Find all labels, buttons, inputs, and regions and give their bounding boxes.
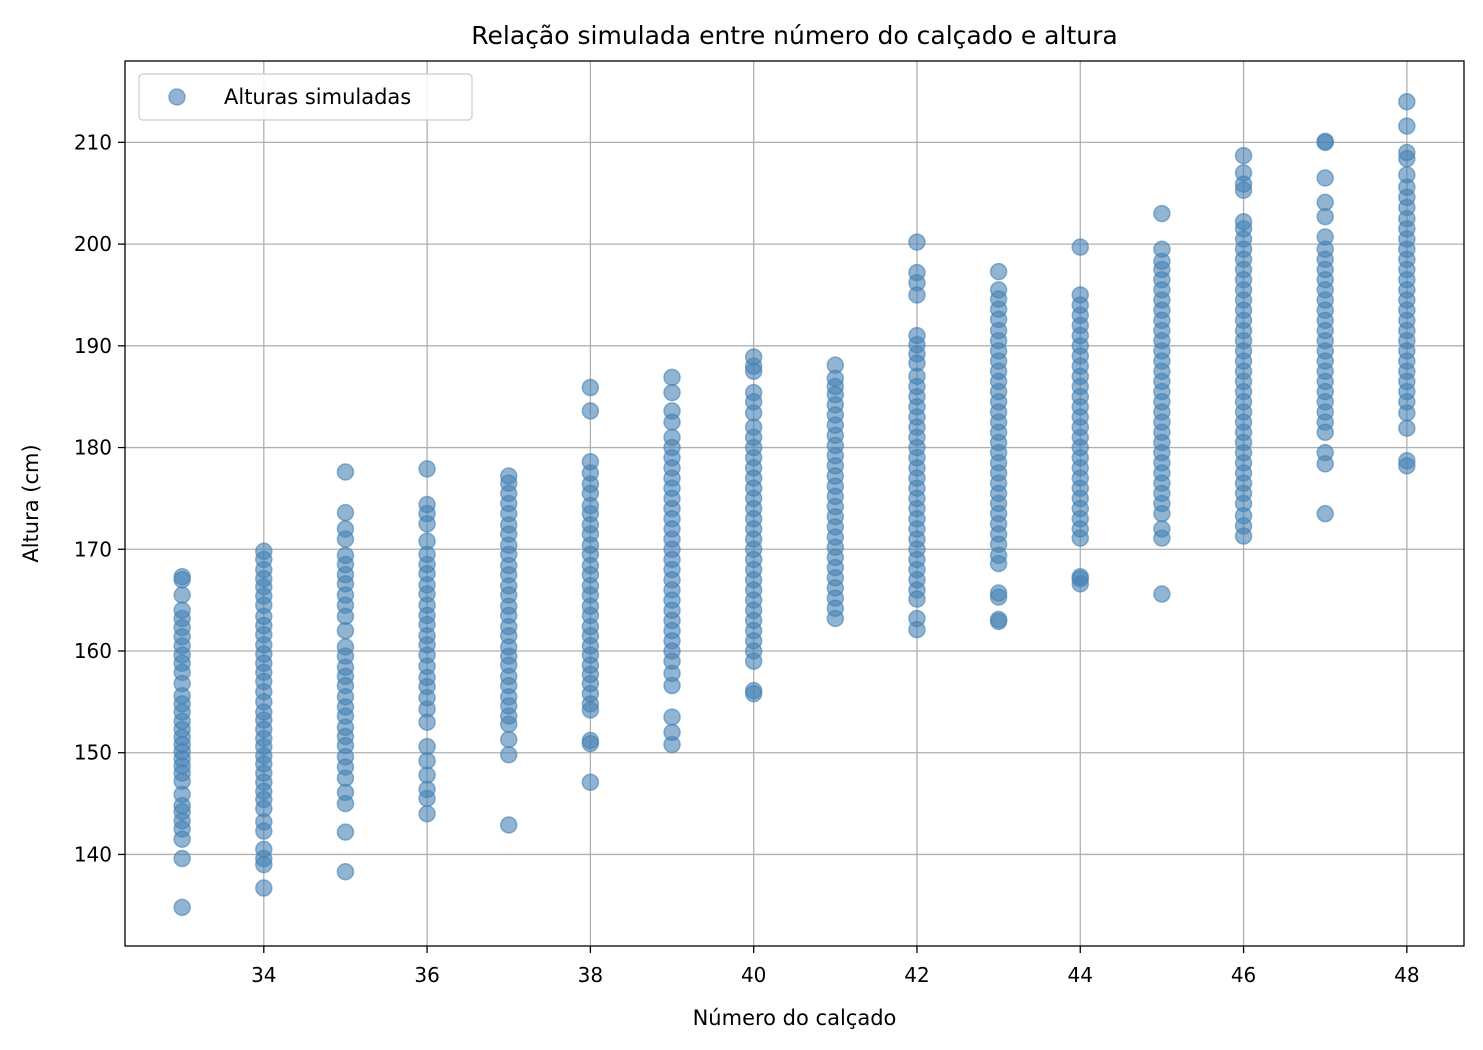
data-point [336,546,355,565]
data-point [744,681,763,700]
y-axis-title: Altura (cm) [19,444,43,562]
data-point [1398,143,1416,162]
data-point [989,281,1008,299]
data-point [1234,212,1253,231]
x-axis-title: Número do calçado [693,1006,897,1030]
data-point [663,368,681,387]
data-point [173,898,191,917]
data-point [255,542,273,561]
data-point [173,567,191,586]
data-point [1398,452,1416,470]
data-point [581,773,600,791]
data-point [1234,146,1253,165]
data-point [336,463,355,481]
x-tick-label: 36 [414,963,439,987]
data-point [663,708,681,726]
plot-frame [124,60,1465,947]
data-point [1153,520,1171,538]
data-point [826,356,845,374]
data-point [1071,286,1090,304]
data-point [499,467,518,485]
data-point [173,601,191,620]
data-point [989,262,1008,281]
data-point [1316,443,1334,462]
data-point [581,402,600,420]
data-point [663,428,681,447]
y-tick-label: 170 [74,537,112,561]
data-point [499,816,518,834]
legend-marker [168,88,186,106]
data-point [418,805,436,823]
data-point [1398,419,1416,437]
data-point [581,378,600,397]
data-point [499,730,518,749]
data-point [1316,132,1334,151]
legend-label: Alturas simuladas [224,85,411,109]
legend: Alturas simuladas [138,73,473,121]
data-point [1316,504,1334,523]
data-point [336,520,355,538]
x-tick-label: 42 [904,963,929,987]
legend-box [138,73,473,121]
data-point [908,609,926,628]
data-point [255,879,273,897]
data-point [336,823,355,841]
data-point [499,746,518,764]
data-point [255,840,273,859]
x-tick-label: 38 [578,963,603,987]
data-point [1398,117,1416,135]
x-axis-ticks: 34 36 38 40 42 44 46 48 [251,946,1420,987]
data-point [1153,204,1171,223]
data-point [908,263,926,282]
data-point [418,460,436,478]
data-point [989,610,1008,629]
data-point [1153,240,1171,258]
data-point [581,453,600,471]
data-point [744,383,763,402]
data-points [173,92,1416,917]
data-point [1071,238,1090,256]
data-point [663,383,681,402]
data-point [1398,92,1416,111]
y-tick-label: 180 [74,436,112,460]
data-point [1316,228,1334,246]
y-axis-ticks: 140 150 160 170 180 190 200 210 [74,130,125,866]
data-point [1398,166,1416,184]
data-point [173,586,191,604]
x-tick-label: 40 [741,963,766,987]
y-tick-label: 210 [74,130,112,154]
y-tick-label: 160 [74,639,112,663]
x-tick-label: 34 [251,963,276,987]
data-point [1071,567,1090,586]
data-point [908,233,926,251]
data-point [418,532,436,550]
data-point [1153,585,1171,603]
x-tick-label: 48 [1394,963,1419,987]
y-tick-label: 140 [74,842,112,866]
y-tick-label: 190 [74,334,112,358]
data-point [336,638,355,656]
data-point [663,723,681,742]
data-point [744,348,763,366]
x-tick-label: 46 [1231,963,1256,987]
data-point [418,495,436,514]
data-point [1316,193,1334,212]
data-point [336,862,355,881]
data-point [173,849,191,868]
y-tick-label: 200 [74,232,112,256]
y-tick-label: 150 [74,741,112,765]
x-tick-label: 44 [1068,963,1093,987]
data-point [989,584,1008,602]
data-point [1234,164,1253,182]
data-point [336,503,355,522]
data-point [663,402,681,420]
data-point [418,737,436,756]
data-point [581,731,600,750]
data-point [908,326,926,345]
chart-title: Relação simulada entre número do calçado… [471,21,1117,50]
data-point [1316,169,1334,187]
